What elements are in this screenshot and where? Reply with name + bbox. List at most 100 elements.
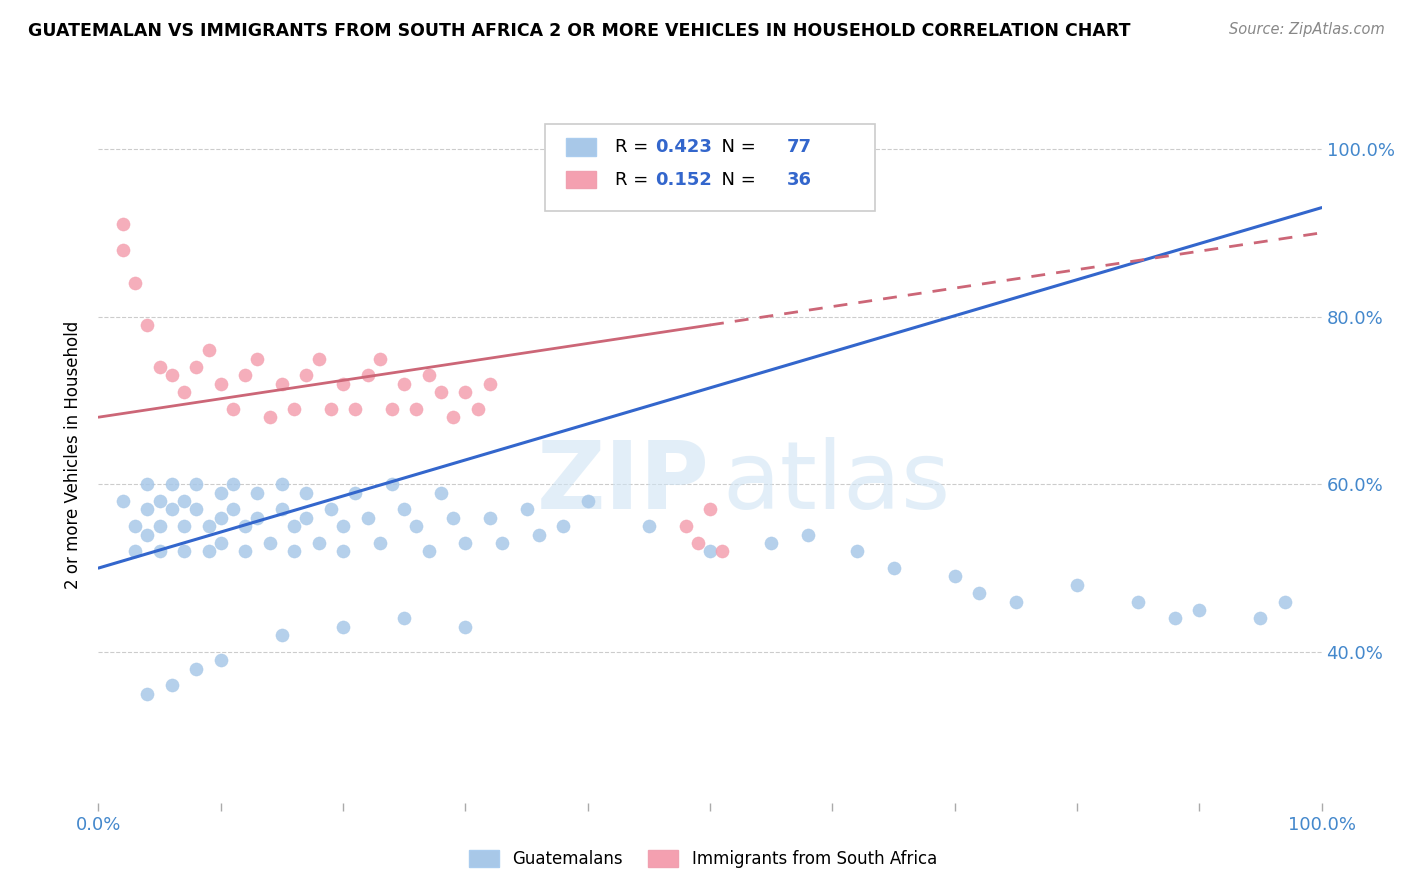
Point xyxy=(1188,603,1211,617)
Point xyxy=(149,519,172,533)
Point xyxy=(283,519,305,533)
Point xyxy=(368,351,391,366)
Point xyxy=(368,536,391,550)
Point xyxy=(111,243,134,257)
Text: 0.152: 0.152 xyxy=(655,171,711,189)
Point xyxy=(283,544,305,558)
Point xyxy=(430,485,453,500)
Point xyxy=(430,385,453,400)
Point xyxy=(149,544,172,558)
Point xyxy=(1128,594,1150,608)
Point xyxy=(160,477,183,491)
Point xyxy=(209,510,232,524)
Point xyxy=(197,544,219,558)
Point xyxy=(454,536,477,550)
Text: 0.423: 0.423 xyxy=(655,138,711,156)
Point xyxy=(270,628,294,642)
Point xyxy=(967,586,990,600)
Point xyxy=(270,502,294,516)
Point xyxy=(295,485,318,500)
Point xyxy=(319,502,342,516)
Point xyxy=(246,510,269,524)
Point xyxy=(883,561,905,575)
Point xyxy=(136,502,159,516)
Point xyxy=(173,494,195,508)
Point xyxy=(111,494,134,508)
Text: atlas: atlas xyxy=(723,437,950,529)
Point xyxy=(173,385,195,400)
Point xyxy=(186,502,208,516)
Point xyxy=(418,544,440,558)
Point xyxy=(356,368,378,383)
Point xyxy=(553,519,575,533)
Point xyxy=(467,401,489,416)
Point xyxy=(454,620,477,634)
Point xyxy=(797,527,820,541)
Point xyxy=(332,620,354,634)
Text: 77: 77 xyxy=(787,138,813,156)
Point xyxy=(173,544,195,558)
Point xyxy=(1004,594,1026,608)
Text: N =: N = xyxy=(710,138,762,156)
Point xyxy=(186,662,208,676)
Point xyxy=(381,477,404,491)
Point xyxy=(124,544,146,558)
Point xyxy=(136,318,159,332)
Point xyxy=(638,519,661,533)
Point xyxy=(699,502,721,516)
FancyBboxPatch shape xyxy=(565,171,596,188)
Point xyxy=(1274,594,1296,608)
Point xyxy=(173,519,195,533)
Point xyxy=(576,494,599,508)
Point xyxy=(209,376,232,391)
Point xyxy=(491,536,513,550)
Point xyxy=(675,519,697,533)
Point xyxy=(233,544,256,558)
Point xyxy=(1164,611,1187,625)
Point xyxy=(246,485,269,500)
Point xyxy=(259,536,281,550)
Text: 36: 36 xyxy=(787,171,813,189)
Point xyxy=(197,343,219,358)
FancyBboxPatch shape xyxy=(546,124,875,211)
Point xyxy=(209,485,232,500)
Point xyxy=(943,569,966,583)
Point xyxy=(332,376,354,391)
Point xyxy=(186,477,208,491)
Point xyxy=(516,502,538,516)
Point xyxy=(160,678,183,692)
Point xyxy=(136,687,159,701)
Point xyxy=(233,368,256,383)
FancyBboxPatch shape xyxy=(565,138,596,156)
Point xyxy=(136,477,159,491)
Y-axis label: 2 or more Vehicles in Household: 2 or more Vehicles in Household xyxy=(65,321,83,589)
Point xyxy=(344,401,367,416)
Point xyxy=(124,276,146,290)
Point xyxy=(392,611,416,625)
Point xyxy=(246,351,269,366)
Point xyxy=(332,544,354,558)
Point xyxy=(699,544,721,558)
Point xyxy=(418,368,440,383)
Point xyxy=(405,519,427,533)
Point xyxy=(845,544,868,558)
Point xyxy=(308,351,330,366)
Point xyxy=(344,485,367,500)
Point xyxy=(222,477,245,491)
Point xyxy=(295,510,318,524)
Legend: Guatemalans, Immigrants from South Africa: Guatemalans, Immigrants from South Afric… xyxy=(463,843,943,875)
Point xyxy=(160,502,183,516)
Point xyxy=(270,477,294,491)
Point xyxy=(209,653,232,667)
Point xyxy=(441,410,464,425)
Point xyxy=(381,401,404,416)
Point xyxy=(332,519,354,533)
Text: N =: N = xyxy=(710,171,762,189)
Point xyxy=(761,536,783,550)
Point xyxy=(308,536,330,550)
Point xyxy=(295,368,318,383)
Point xyxy=(392,502,416,516)
Point xyxy=(686,536,709,550)
Point xyxy=(1250,611,1272,625)
Point xyxy=(149,494,172,508)
